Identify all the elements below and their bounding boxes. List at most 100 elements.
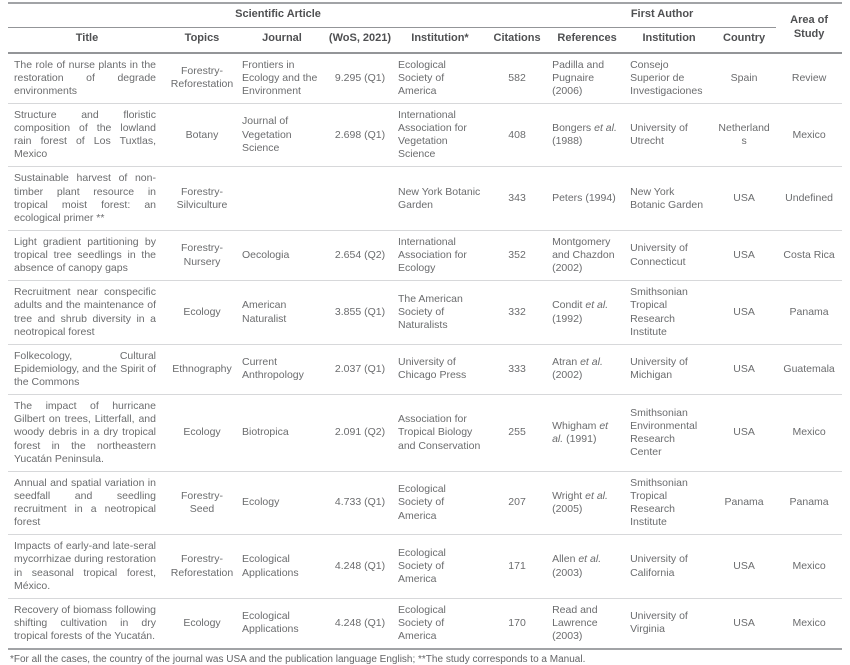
cell-citations: 332 — [486, 280, 549, 345]
cell-journal: Oecologia — [238, 230, 326, 282]
cell-wos: 4.733 (Q1) — [326, 471, 394, 536]
cell-author-institution: University of Utrecht — [626, 103, 713, 168]
reference-etal: et al. — [594, 122, 617, 134]
cell-wos: 2.091 (Q2) — [326, 394, 394, 472]
cell-country: Panama — [712, 471, 777, 536]
cell-country: USA — [712, 344, 777, 396]
reference-names: Bongers — [552, 122, 595, 134]
cell-author-institution: New York Botanic Garden — [626, 166, 713, 231]
col-header-wos: (WoS, 2021) — [326, 27, 394, 54]
table-row: The impact of hurricane Gilbert on trees… — [8, 394, 843, 472]
cell-topics: Ecology — [166, 598, 238, 651]
cell-area: Mexico — [776, 598, 843, 651]
cell-journal: Ecological Applications — [238, 598, 326, 651]
cell-country: USA — [712, 280, 777, 345]
cell-topics: Forestry-Silviculture — [166, 166, 238, 231]
cell-journal: American Naturalist — [238, 280, 326, 345]
cell-area: Mexico — [776, 394, 843, 472]
col-header-references: References — [548, 27, 627, 54]
cell-reference: Wright et al. (2005) — [548, 471, 627, 536]
cell-country: USA — [712, 394, 777, 472]
cell-reference: Condit et al. (1992) — [548, 280, 627, 345]
cell-area: Panama — [776, 280, 843, 345]
table-row: Impacts of early-and late-seral mycorrhi… — [8, 534, 843, 599]
cell-title: Recovery of biomass following shifting c… — [8, 598, 166, 651]
cell-journal-institution: Ecological Society of America — [394, 598, 486, 651]
col-header-topics: Topics — [166, 27, 238, 54]
cell-journal-institution: Ecological Society of America — [394, 534, 486, 599]
reference-year: (2003) — [552, 566, 583, 579]
cell-journal-institution: International Association for Ecology — [394, 230, 486, 282]
table-row: Annual and spatial variation in seedfall… — [8, 471, 843, 536]
reference-year: (2002) — [552, 369, 583, 382]
cell-author-institution: Consejo Superior de Investigaciones — [626, 52, 713, 104]
cell-title: Sustainable harvest of non-timber plant … — [8, 166, 166, 231]
cell-title: Impacts of early-and late-seral mycorrhi… — [8, 534, 166, 599]
cell-wos: 4.248 (Q1) — [326, 598, 394, 651]
cell-country: USA — [712, 598, 777, 651]
reference-etal: et al. — [585, 489, 608, 502]
cell-journal — [238, 166, 326, 231]
reference-names: Montgomery and Chazdon (2002) — [552, 235, 615, 275]
reference-etal: et al. — [578, 553, 602, 566]
cell-title: The role of nurse plants in the restorat… — [8, 52, 166, 104]
table-row: Folkecology, Cultural Epidemiology, and … — [8, 344, 843, 396]
cell-topics: Botany — [166, 103, 238, 168]
col-header-country: Country — [712, 27, 777, 54]
cell-topics: Forestry-Seed — [166, 471, 238, 536]
reference-year: (1992) — [552, 312, 583, 325]
table-row: Recovery of biomass following shifting c… — [8, 598, 843, 651]
cell-reference: Padilla and Pugnaire (2006) — [548, 52, 627, 104]
reference-names: Allen — [552, 553, 579, 566]
column-header-row: Title Topics Journal (WoS, 2021) Institu… — [8, 27, 842, 54]
cell-wos: 9.295 (Q1) — [326, 52, 394, 104]
reference-names: Condit — [552, 299, 586, 312]
cell-citations: 408 — [486, 103, 549, 168]
cell-topics: Ecology — [166, 394, 238, 472]
cell-title: Recruitment near conspecific adults and … — [8, 280, 166, 345]
cell-journal-institution: Ecological Society of America — [394, 52, 486, 104]
cell-area: Review — [776, 52, 843, 104]
cell-title: Structure and floristic composition of t… — [8, 103, 166, 168]
cell-author-institution: Smithsonian Environmental Research Cente… — [626, 394, 713, 472]
reference-names: Read and Lawrence (2003) — [552, 603, 598, 642]
cell-journal: Ecological Applications — [238, 534, 326, 599]
cell-journal: Biotropica — [238, 394, 326, 472]
cell-title: Folkecology, Cultural Epidemiology, and … — [8, 344, 166, 396]
reference-year: (1988) — [552, 135, 583, 148]
col-header-journal: Journal — [238, 27, 326, 54]
cell-journal: Journal of Vegetation Science — [238, 103, 326, 168]
col-header-area-of-study: Area of Study — [776, 3, 843, 54]
cell-citations: 171 — [486, 534, 549, 599]
col-header-citations: Citations — [486, 27, 549, 54]
table-row: Sustainable harvest of non-timber plant … — [8, 166, 843, 231]
cell-reference: Peters (1994) — [548, 166, 627, 231]
cell-country: Netherlands — [712, 103, 777, 168]
col-header-author-institution: Institution — [626, 27, 713, 54]
cell-journal-institution: The American Society of Naturalists — [394, 280, 486, 345]
reference-names: Padilla and Pugnaire (2006) — [552, 58, 605, 97]
cell-author-institution: University of Connecticut — [626, 230, 713, 282]
cell-author-institution: University of Virginia — [626, 598, 713, 651]
cell-journal: Current Anthropology — [238, 344, 326, 396]
cell-author-institution: University of Michigan — [626, 344, 713, 396]
cell-journal-institution: University of Chicago Press — [394, 344, 486, 396]
reference-etal: et al. — [552, 419, 609, 445]
cell-journal-institution: Association for Tropical Biology and Con… — [394, 394, 486, 472]
col-header-journal-institution: Institution* — [394, 27, 486, 54]
cell-wos — [326, 166, 394, 231]
cell-journal-institution: International Association for Vegetation… — [394, 103, 486, 168]
reference-year: (2005) — [552, 503, 583, 515]
cell-wos: 4.248 (Q1) — [326, 534, 394, 599]
table-row: Light gradient partitioning by tropical … — [8, 230, 843, 282]
group-header-scientific-article: Scientific Article — [8, 3, 549, 28]
reference-names: Whigham — [552, 419, 600, 432]
cell-area: Mexico — [776, 534, 843, 599]
cell-journal-institution: New York Botanic Garden — [394, 166, 486, 231]
cell-topics: Ethnography — [166, 344, 238, 396]
cell-citations: 207 — [486, 471, 549, 536]
cell-journal-institution: Ecological Society of America — [394, 471, 486, 536]
cell-area: Mexico — [776, 103, 843, 168]
cited-articles-table: Scientific Article First Author Area of … — [8, 2, 843, 651]
